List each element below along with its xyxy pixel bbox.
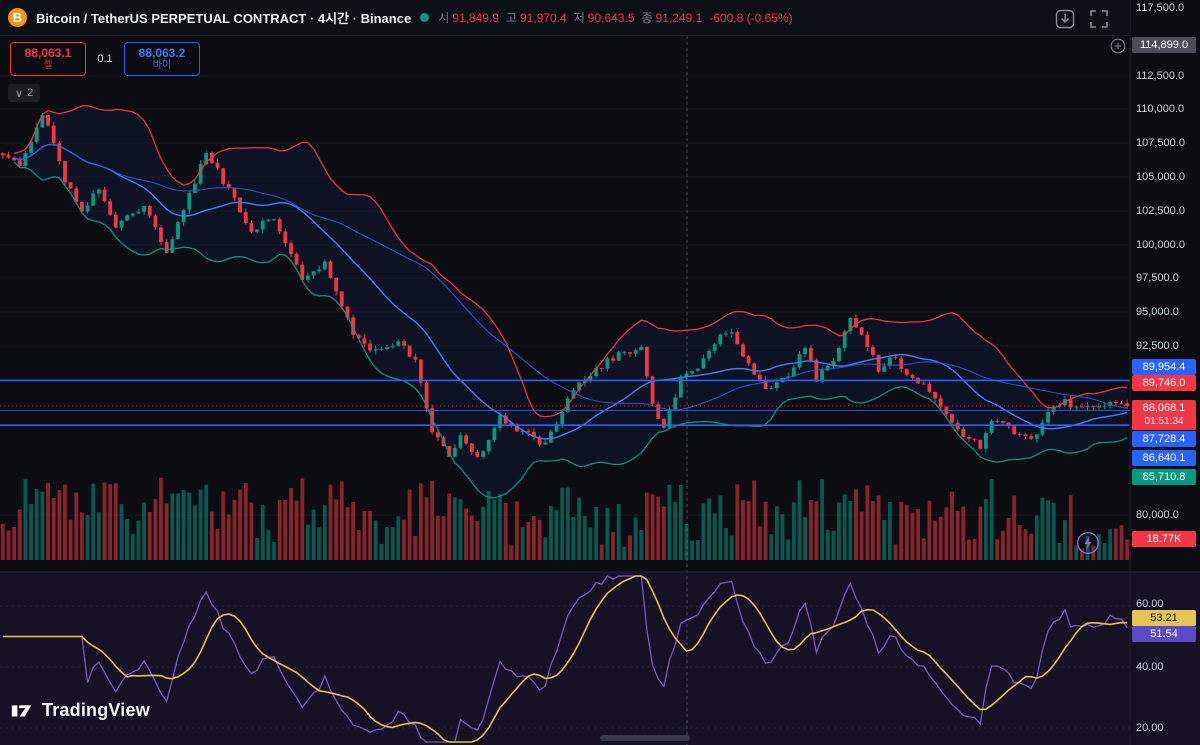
buy-price: 88,063.2: [138, 46, 186, 60]
tradingview-logo[interactable]: TradingView: [10, 698, 150, 722]
tradingview-logo-text: TradingView: [42, 699, 150, 720]
timeline-scrollbar[interactable]: [600, 735, 690, 741]
chart-header: B Bitcoin / TetherUS PERPETUAL CONTRACT …: [0, 0, 1130, 36]
axis-price-label: 40.00: [1136, 661, 1164, 673]
axis-price-label: 110,000.0: [1136, 103, 1185, 115]
axis-price-badge: 51.54: [1132, 626, 1196, 642]
high-label: 고: [505, 11, 518, 25]
chevron-down-icon: ∨: [15, 87, 24, 100]
tradingview-mark-icon: [11, 705, 32, 717]
axis-price-label: 20.00: [1136, 722, 1164, 734]
low-label: 저: [573, 11, 585, 25]
axis-price-label: 80,000.0: [1136, 509, 1179, 521]
quantity-value[interactable]: 0.1: [97, 53, 113, 65]
axis-price-badge: 87,728.4: [1132, 431, 1196, 447]
axis-price-label: 102,500.0: [1136, 205, 1185, 217]
ohlc-readout: 시 91,849.9 고 91,970.4 저 90,643.5 종 91,24…: [438, 9, 792, 26]
open-value: 91,849.9: [452, 10, 499, 25]
sell-label: 셀: [43, 60, 53, 71]
axis-price-label: 92,500.0: [1136, 340, 1179, 352]
axis-price-label: 105,000.0: [1136, 171, 1185, 183]
sell-button[interactable]: 88,063.1 셀: [10, 42, 86, 76]
axis-price-badge: 53.21: [1132, 610, 1196, 626]
close-value: 91,249.1: [655, 10, 703, 25]
trade-panel: 88,063.1 셀 0.1 88,063.2 바이: [10, 42, 200, 76]
add-alert-plus-icon[interactable]: [1110, 38, 1126, 54]
download-icon[interactable]: [1054, 8, 1076, 30]
axis-price-badge: 18.77K: [1132, 531, 1196, 547]
close-label: 종: [641, 11, 653, 25]
sell-price: 88,063.1: [24, 46, 72, 60]
axis-price-badge: 85,710.8: [1132, 469, 1196, 485]
low-value: 90,643.5: [587, 10, 635, 25]
symbol-title[interactable]: Bitcoin / TetherUS PERPETUAL CONTRACT · …: [36, 11, 412, 26]
axis-price-badge: 89,746.0: [1132, 375, 1196, 391]
buy-label: 바이: [152, 60, 172, 71]
axis-price-label: 112,500.0: [1136, 70, 1185, 82]
buy-button[interactable]: 88,063.2 바이: [124, 42, 200, 76]
lightning-icon[interactable]: [1076, 531, 1100, 555]
indicators-count: 2: [27, 87, 34, 99]
axis-price-badge: 114,899.0: [1132, 37, 1196, 53]
axis-price-badge: 88,068.1 01:51:34: [1132, 400, 1196, 430]
axis-price-label: 100,000.0: [1136, 239, 1185, 251]
axis-price-label: 95,000.0: [1136, 306, 1179, 318]
market-open-icon: [420, 13, 430, 22]
axis-price-label: 117,500.0: [1136, 2, 1185, 14]
axis-price-badge: 86,640.1: [1132, 450, 1196, 466]
bitcoin-icon: B: [8, 8, 27, 27]
change-value: -600.8 (-0.65%): [709, 10, 793, 25]
axis-price-label: 107,500.0: [1136, 137, 1185, 149]
indicators-collapse-toggle[interactable]: ∨ 2: [8, 84, 41, 102]
axis-price-label: 97,500.0: [1136, 272, 1179, 284]
axis-price-label: 60.00: [1136, 598, 1164, 610]
fullscreen-icon[interactable]: [1088, 8, 1110, 30]
high-value: 91,970.4: [520, 10, 567, 25]
axis-price-badge: 89,954.4: [1132, 359, 1196, 375]
open-label: 시: [438, 11, 450, 25]
